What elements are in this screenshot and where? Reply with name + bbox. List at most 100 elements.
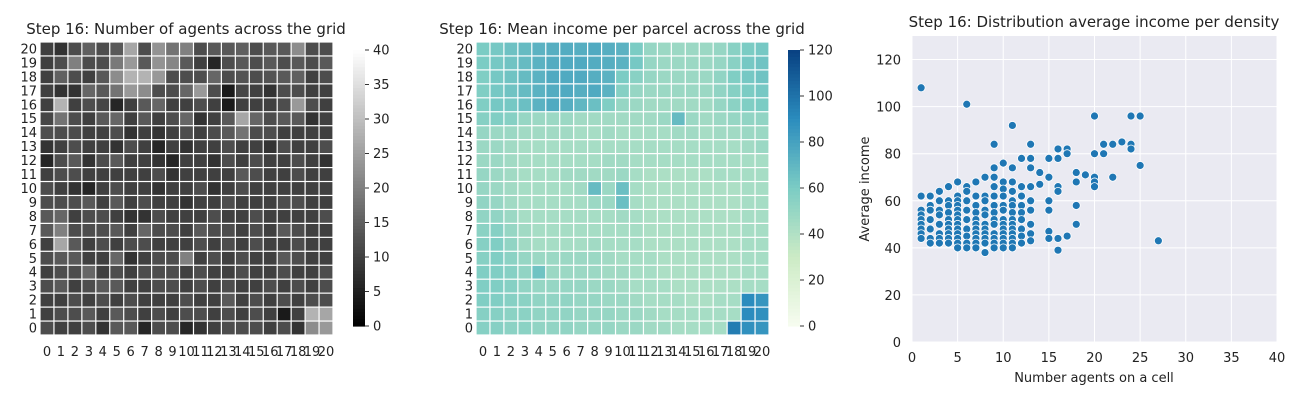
colorbar-segment <box>788 67 800 72</box>
heatmap-cell <box>713 112 727 126</box>
heatmap-cell <box>235 279 249 293</box>
heatmap-cell <box>124 56 138 70</box>
heatmap-cell <box>560 84 574 98</box>
heatmap-cell <box>476 251 490 265</box>
heatmap-cell <box>560 307 574 321</box>
heatmap-cell <box>152 237 165 251</box>
x-tick-label: 1 <box>57 345 65 360</box>
heatmap-cell <box>138 168 152 181</box>
heatmap-cell <box>741 84 755 98</box>
heatmap-cell <box>124 168 138 181</box>
heatmap-cell <box>96 182 110 195</box>
colorbar-segment <box>353 91 365 96</box>
heatmap-cell <box>180 154 193 167</box>
heatmap-cell <box>518 251 532 265</box>
scatter-point <box>971 243 981 253</box>
y-tick-label: 80 <box>884 148 901 163</box>
heatmap-cell <box>319 70 333 84</box>
heatmap-cell <box>546 210 560 223</box>
y-tick-label: 17 <box>456 84 473 99</box>
heatmap-cell <box>490 279 504 293</box>
heatmap-cell <box>699 279 713 293</box>
heatmap-cell <box>221 210 235 223</box>
heatmap-cell <box>476 140 490 154</box>
heatmap-cell <box>291 140 305 154</box>
heatmap-cell <box>54 210 68 223</box>
heatmap-cell <box>490 154 504 167</box>
heatmap-cell <box>518 168 532 181</box>
heatmap-cell <box>138 98 152 112</box>
heatmap-cell <box>755 265 769 279</box>
heatmap-cell <box>138 293 152 307</box>
heatmap-cell <box>68 112 82 126</box>
heatmap-cell <box>616 223 629 237</box>
heatmap-cell <box>741 293 755 307</box>
heatmap-cell <box>490 251 504 265</box>
heatmap-cell <box>249 70 263 84</box>
heatmap-cell <box>138 237 152 251</box>
heatmap-cell <box>630 321 643 335</box>
scatter-point <box>1044 172 1054 182</box>
colorbar-segment <box>788 250 800 255</box>
colorbar-segment <box>788 81 800 86</box>
heatmap-cell <box>40 321 54 335</box>
heatmap-cell <box>671 70 685 84</box>
heatmap-cell <box>249 279 263 293</box>
heatmap-cell <box>560 154 574 167</box>
heatmap-cell <box>630 265 643 279</box>
heatmap-cell <box>713 265 727 279</box>
heatmap-cell <box>319 112 333 126</box>
heatmap-cell <box>194 279 207 293</box>
heatmap-cell <box>96 251 110 265</box>
heatmap-cell <box>54 140 68 154</box>
heatmap-cell <box>644 70 657 84</box>
heatmap-cell <box>208 112 221 126</box>
heatmap-cell <box>277 293 291 307</box>
colorbar-segment <box>788 274 800 279</box>
heatmap-cell <box>305 140 319 154</box>
heatmap-cell <box>602 223 615 237</box>
heatmap-cell <box>40 70 54 84</box>
heatmap-cell <box>263 307 277 321</box>
heatmap-cell <box>560 321 574 335</box>
heatmap-cell <box>194 265 207 279</box>
heatmap-cell <box>755 70 769 84</box>
heatmap-cell <box>504 293 518 307</box>
y-tick-label: 12 <box>456 154 473 169</box>
heatmap-cell <box>208 210 221 223</box>
heatmap-cell <box>671 196 685 209</box>
colorbar-segment <box>788 77 800 82</box>
heatmap-cell <box>235 251 249 265</box>
y-tick-label: 60 <box>884 195 901 210</box>
heatmap-cell <box>235 98 249 112</box>
heatmap-cell <box>588 307 601 321</box>
colorbar-segment <box>788 253 800 258</box>
heatmap-cell <box>602 84 615 98</box>
heatmap-cell <box>68 210 82 223</box>
y-tick-label: 13 <box>456 140 473 155</box>
heatmap-cell <box>180 70 193 84</box>
heatmap-cell <box>574 293 588 307</box>
colorbar-segment <box>788 50 800 55</box>
heatmap-cell <box>291 70 305 84</box>
heatmap-cell <box>68 265 82 279</box>
heatmap-cell <box>194 321 207 335</box>
heatmap-cell <box>476 182 490 195</box>
scatter-point <box>1090 182 1099 192</box>
colorbar-segment <box>788 101 800 106</box>
colorbar-segment <box>788 322 800 327</box>
heatmap-cell <box>291 265 305 279</box>
heatmap-cell <box>532 126 546 140</box>
colorbar-segment <box>788 136 800 141</box>
heatmap-cell <box>138 126 152 140</box>
heatmap-cell <box>166 210 179 223</box>
heatmap-cell <box>644 154 657 167</box>
heatmap-cell <box>152 112 165 126</box>
colorbar-segment <box>788 291 800 296</box>
colorbar-segment <box>353 132 365 137</box>
heatmap-cell <box>518 182 532 195</box>
heatmap-cell <box>263 154 277 167</box>
heatmap-cell <box>82 210 96 223</box>
heatmap-cell <box>40 112 54 126</box>
x-tick-label: 3 <box>85 345 93 360</box>
